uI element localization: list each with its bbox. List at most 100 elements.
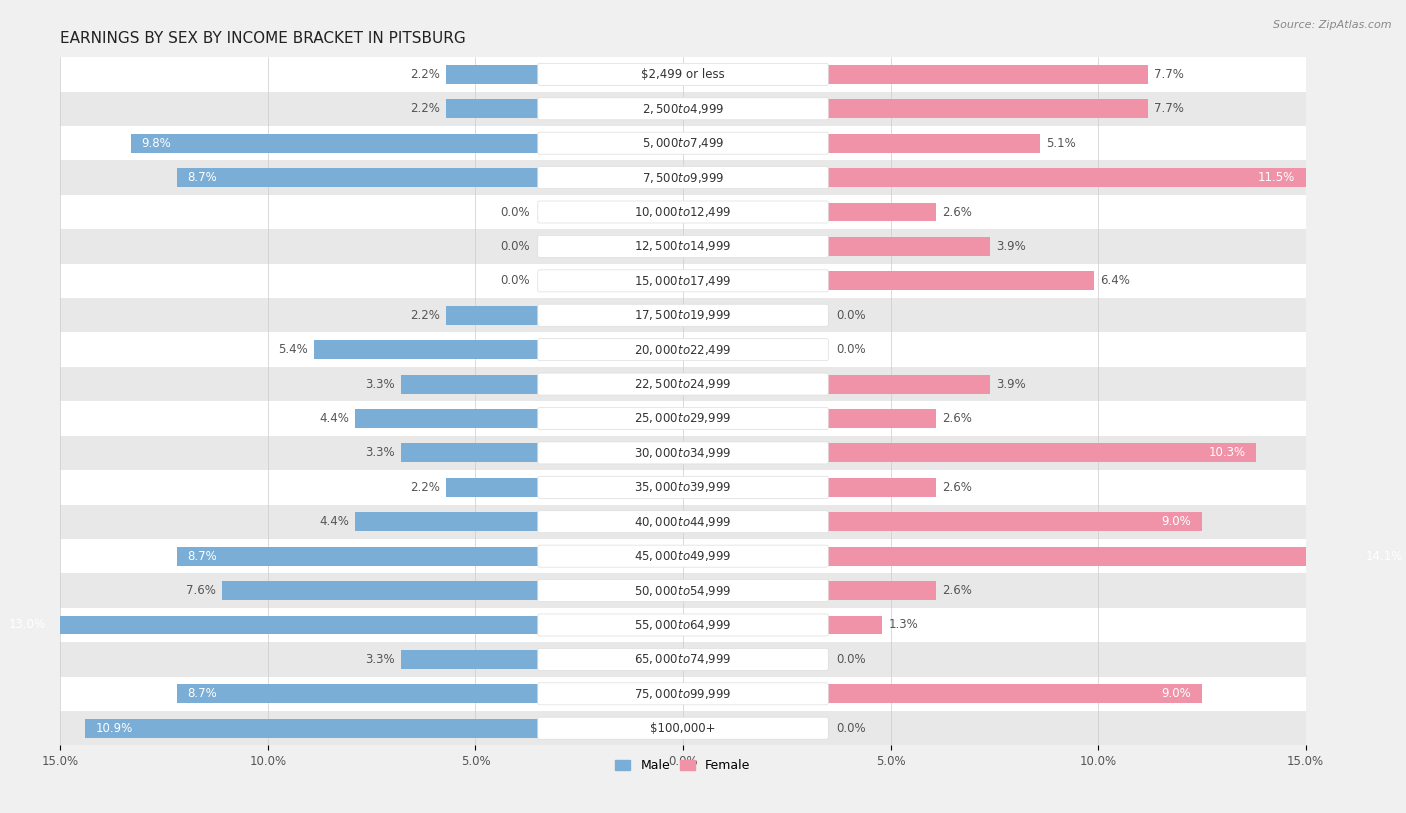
Text: 10.3%: 10.3% — [1208, 446, 1246, 459]
FancyBboxPatch shape — [537, 511, 828, 533]
Text: 3.9%: 3.9% — [997, 240, 1026, 253]
FancyBboxPatch shape — [537, 546, 828, 567]
Text: 2.6%: 2.6% — [942, 412, 973, 425]
Text: 0.0%: 0.0% — [499, 274, 530, 287]
Bar — [401, 443, 537, 463]
Bar — [447, 65, 537, 84]
Bar — [828, 409, 936, 428]
Text: 0.0%: 0.0% — [499, 240, 530, 253]
Bar — [401, 375, 537, 393]
Text: $30,000 to $34,999: $30,000 to $34,999 — [634, 446, 731, 460]
Text: $10,000 to $12,499: $10,000 to $12,499 — [634, 205, 731, 219]
FancyBboxPatch shape — [537, 270, 828, 292]
Bar — [401, 650, 537, 669]
Bar — [828, 546, 1406, 566]
Text: 14.1%: 14.1% — [1365, 550, 1403, 563]
FancyBboxPatch shape — [537, 683, 828, 705]
FancyBboxPatch shape — [537, 63, 828, 85]
Bar — [447, 478, 537, 497]
Bar — [356, 512, 537, 531]
Bar — [828, 615, 882, 634]
Text: 8.7%: 8.7% — [187, 550, 217, 563]
Bar — [60, 436, 1306, 470]
Text: $50,000 to $54,999: $50,000 to $54,999 — [634, 584, 731, 598]
Bar — [177, 168, 537, 187]
Bar — [314, 340, 537, 359]
Text: 0.0%: 0.0% — [837, 722, 866, 735]
FancyBboxPatch shape — [537, 580, 828, 602]
Bar — [828, 202, 936, 221]
Bar — [60, 573, 1306, 608]
Text: 0.0%: 0.0% — [837, 653, 866, 666]
Text: 9.0%: 9.0% — [1161, 687, 1191, 700]
Bar — [828, 375, 990, 393]
Text: 2.2%: 2.2% — [411, 102, 440, 115]
Bar — [60, 333, 1306, 367]
Text: 7.6%: 7.6% — [186, 584, 217, 597]
Text: $5,000 to $7,499: $5,000 to $7,499 — [641, 137, 724, 150]
Bar — [131, 133, 537, 153]
Text: 4.4%: 4.4% — [319, 515, 349, 528]
Bar — [60, 126, 1306, 160]
Text: 2.2%: 2.2% — [411, 480, 440, 493]
Legend: Male, Female: Male, Female — [610, 754, 755, 777]
Bar — [828, 512, 1202, 531]
FancyBboxPatch shape — [537, 614, 828, 636]
Bar — [177, 685, 537, 703]
Bar — [828, 443, 1256, 463]
Text: $12,500 to $14,999: $12,500 to $14,999 — [634, 239, 731, 254]
Bar — [828, 99, 1147, 118]
Bar — [86, 719, 537, 737]
Text: 3.3%: 3.3% — [366, 446, 395, 459]
Bar — [60, 263, 1306, 298]
FancyBboxPatch shape — [537, 201, 828, 223]
Bar — [60, 470, 1306, 505]
Text: 3.3%: 3.3% — [366, 653, 395, 666]
Bar — [60, 505, 1306, 539]
Bar — [828, 478, 936, 497]
Text: 0.0%: 0.0% — [837, 309, 866, 322]
Bar — [828, 65, 1147, 84]
Text: 3.9%: 3.9% — [997, 377, 1026, 390]
Bar — [60, 57, 1306, 92]
Text: EARNINGS BY SEX BY INCOME BRACKET IN PITSBURG: EARNINGS BY SEX BY INCOME BRACKET IN PIT… — [60, 31, 467, 46]
Text: $65,000 to $74,999: $65,000 to $74,999 — [634, 652, 731, 667]
Bar — [828, 237, 990, 256]
Bar — [447, 306, 537, 324]
Bar — [828, 272, 1094, 290]
Bar — [60, 298, 1306, 333]
Bar — [447, 99, 537, 118]
Text: 2.2%: 2.2% — [411, 67, 440, 80]
Text: 0.0%: 0.0% — [499, 206, 530, 219]
FancyBboxPatch shape — [537, 717, 828, 739]
Text: 4.4%: 4.4% — [319, 412, 349, 425]
FancyBboxPatch shape — [537, 442, 828, 464]
Text: 2.6%: 2.6% — [942, 480, 973, 493]
Text: $17,500 to $19,999: $17,500 to $19,999 — [634, 308, 731, 322]
FancyBboxPatch shape — [537, 339, 828, 361]
Text: 8.7%: 8.7% — [187, 687, 217, 700]
FancyBboxPatch shape — [537, 476, 828, 498]
Text: 9.0%: 9.0% — [1161, 515, 1191, 528]
Text: $55,000 to $64,999: $55,000 to $64,999 — [634, 618, 731, 632]
Text: 11.5%: 11.5% — [1258, 171, 1295, 184]
Bar — [356, 409, 537, 428]
Text: 13.0%: 13.0% — [8, 619, 45, 632]
Text: $100,000+: $100,000+ — [650, 722, 716, 735]
FancyBboxPatch shape — [537, 98, 828, 120]
Text: 2.6%: 2.6% — [942, 584, 973, 597]
Text: 1.3%: 1.3% — [889, 619, 918, 632]
Text: 2.6%: 2.6% — [942, 206, 973, 219]
Text: $35,000 to $39,999: $35,000 to $39,999 — [634, 480, 731, 494]
Text: 10.9%: 10.9% — [96, 722, 134, 735]
Text: 9.8%: 9.8% — [142, 137, 172, 150]
Text: $7,500 to $9,999: $7,500 to $9,999 — [641, 171, 724, 185]
Text: $2,500 to $4,999: $2,500 to $4,999 — [641, 102, 724, 115]
Bar — [60, 92, 1306, 126]
Text: 5.1%: 5.1% — [1046, 137, 1076, 150]
FancyBboxPatch shape — [537, 649, 828, 671]
Text: $2,499 or less: $2,499 or less — [641, 67, 725, 80]
Text: $25,000 to $29,999: $25,000 to $29,999 — [634, 411, 731, 425]
Bar — [60, 402, 1306, 436]
Text: 0.0%: 0.0% — [837, 343, 866, 356]
